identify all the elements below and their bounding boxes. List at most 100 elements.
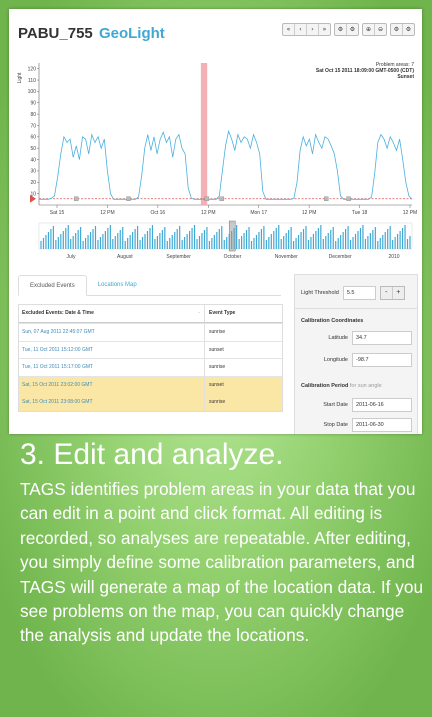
caption-title: 3. Edit and analyze. xyxy=(20,437,424,473)
caption-body: TAGS identifies problem areas in your da… xyxy=(20,477,424,648)
event-datetime[interactable]: Tue, 11 Oct 2011 15:17:00 GMT xyxy=(19,359,204,376)
light-threshold-input[interactable]: 5.5 xyxy=(343,286,376,300)
excluded-point-marker xyxy=(127,197,131,201)
settings-2-icon[interactable]: ⚙ xyxy=(391,24,402,35)
event-type: sunrise xyxy=(204,394,282,411)
selected-event: Sunset xyxy=(316,74,414,80)
app-title-sub: GeoLight xyxy=(99,25,165,42)
caption: 3. Edit and analyze. TAGS identifies pro… xyxy=(20,437,424,648)
y-tick-label: 120 xyxy=(28,66,37,72)
calibration-period-label: Calibration Period xyxy=(301,383,348,389)
calibration-period-title: Calibration Period for sun angle xyxy=(301,383,382,389)
overview-tick-label: December xyxy=(329,254,352,260)
increment-button[interactable]: + xyxy=(392,287,404,299)
light-series-line xyxy=(39,131,412,199)
y-tick-label: 20 xyxy=(30,180,36,186)
tab-locations-map[interactable]: Locations Map xyxy=(87,275,148,295)
tab-excluded-events[interactable]: Excluded Events xyxy=(18,275,87,296)
settings-icon[interactable]: ⚙ xyxy=(335,24,346,35)
zoom-in-icon[interactable]: ⊕ xyxy=(363,24,374,35)
event-datetime[interactable]: Sun, 07 Aug 2011 22:45:07 GMT xyxy=(19,324,204,341)
light-chart[interactable]: 10 20 30 40 50 60 70 80 90 100 110 120 Light Sat 15 12… xyxy=(9,53,422,265)
overview-tick-label: November xyxy=(275,254,298,260)
overview-tick-label: October xyxy=(224,254,242,260)
latitude-row: Latitude 34.7 xyxy=(295,331,412,345)
overview-tick-label: August xyxy=(117,254,133,260)
chart-info: Problem areas: 7 Sat Oct 15 2011 18:09:0… xyxy=(316,62,414,80)
header-event-type[interactable]: Event Type xyxy=(204,305,282,322)
app-screenshot: PABU_755 GeoLight «‹ ›» ⚙ ⚙ ⊕ ⊖ ⚙ ⚙ 10 20 30 40… xyxy=(9,9,422,434)
stop-date-row: Stop Date 2011-06-30 xyxy=(295,418,412,432)
settings-alt-icon[interactable]: ⚙ xyxy=(346,24,358,35)
longitude-row: Longitude -98.7 xyxy=(295,353,412,367)
start-date-input[interactable]: 2011-06-16 xyxy=(352,398,412,412)
excluded-point-marker xyxy=(74,197,78,201)
longitude-input[interactable]: -98.7 xyxy=(352,353,412,367)
event-type: sunset xyxy=(204,377,282,394)
excluded-events-table: Excluded Events: Date & Time ◦ Event Type… xyxy=(18,304,283,412)
problem-highlight xyxy=(201,63,207,205)
x-tick-label: 12 PM xyxy=(403,210,417,216)
y-tick-label: 80 xyxy=(30,112,36,118)
x-tick-label: 12 PM xyxy=(201,210,215,216)
event-datetime[interactable]: Sat, 15 Oct 2011 23:02:00 GMT xyxy=(19,377,204,394)
decrement-button[interactable]: - xyxy=(381,287,392,299)
table-row[interactable]: Tue, 11 Oct 2011 15:17:00 GMT sunrise xyxy=(19,358,282,376)
excluded-point-marker xyxy=(324,197,328,201)
x-tick-label: Tue 18 xyxy=(352,210,368,216)
table-row[interactable]: Tue, 11 Oct 2011 15:12:00 GMT sunset xyxy=(19,341,282,359)
table-row[interactable]: Sun, 07 Aug 2011 22:45:07 GMT sunrise xyxy=(19,323,282,341)
app-title-id: PABU_755 xyxy=(18,25,93,42)
light-chart-svg[interactable]: 10 20 30 40 50 60 70 80 90 100 110 120 Light Sat 15 12… xyxy=(9,53,422,265)
tab-bar: Excluded Events Locations Map xyxy=(18,275,281,296)
y-tick-label: 30 xyxy=(30,169,36,175)
table-body: Sun, 07 Aug 2011 22:45:07 GMT sunrise Tue,… xyxy=(19,323,282,411)
y-tick-label: 110 xyxy=(28,78,36,84)
table-row[interactable]: Sat, 15 Oct 2011 23:08:00 GMT sunrise xyxy=(19,393,282,411)
latitude-label: Latitude xyxy=(295,335,352,341)
overview-tick-label: July xyxy=(67,254,76,260)
zoom-button-group: ⊕ ⊖ xyxy=(362,23,387,36)
settings-3-icon[interactable]: ⚙ xyxy=(402,24,414,35)
y-tick-label: 60 xyxy=(30,135,36,141)
nav-button-group: «‹ ›» xyxy=(282,23,331,36)
calibration-coordinates-title: Calibration Coordinates xyxy=(301,318,363,324)
extra-button-group: ⚙ ⚙ xyxy=(390,23,415,36)
chart-toolbar: «‹ ›» ⚙ ⚙ ⊕ ⊖ ⚙ ⚙ xyxy=(282,23,415,36)
header-datetime-label: Excluded Events: Date & Time xyxy=(22,310,94,316)
calibration-period-note: for sun angle xyxy=(350,383,382,389)
overview-brush xyxy=(229,221,235,251)
last-icon[interactable]: » xyxy=(318,24,330,35)
event-datetime[interactable]: Tue, 11 Oct 2011 15:12:00 GMT xyxy=(19,342,204,359)
y-axis-label: Light xyxy=(17,72,23,83)
y-tick-label: 100 xyxy=(28,89,37,95)
latitude-input[interactable]: 34.7 xyxy=(352,331,412,345)
overview-tick-label: 2010 xyxy=(388,254,399,260)
start-date-row: Start Date 2011-06-16 xyxy=(295,398,412,412)
calibration-panel: Light Threshold 5.5 - + Calibration Coor… xyxy=(294,274,418,434)
stop-date-label: Stop Date xyxy=(295,422,352,428)
light-threshold-stepper: - + xyxy=(380,286,405,300)
x-tick-label: 12 PM xyxy=(100,210,114,216)
zoom-out-icon[interactable]: ⊖ xyxy=(374,24,386,35)
divider xyxy=(295,308,417,309)
excluded-point-marker xyxy=(205,197,209,201)
prev-icon[interactable]: ‹ xyxy=(294,24,306,35)
excluded-point-marker xyxy=(347,197,351,201)
y-tick-label: 50 xyxy=(30,146,36,152)
longitude-label: Longitude xyxy=(295,357,352,363)
table-row[interactable]: Sat, 15 Oct 2011 23:02:00 GMT sunset xyxy=(19,376,282,394)
header-datetime[interactable]: Excluded Events: Date & Time ◦ xyxy=(19,305,204,322)
stop-date-input[interactable]: 2011-06-30 xyxy=(352,418,412,432)
app-title: PABU_755 GeoLight xyxy=(18,25,165,42)
event-type: sunrise xyxy=(204,324,282,341)
event-datetime[interactable]: Sat, 15 Oct 2011 23:08:00 GMT xyxy=(19,394,204,411)
y-tick-label: 90 xyxy=(30,101,36,107)
event-type: sunrise xyxy=(204,359,282,376)
x-tick-label: Mon 17 xyxy=(250,210,267,216)
first-icon[interactable]: « xyxy=(283,24,294,35)
y-tick-label: 40 xyxy=(30,157,36,163)
overview-tick-label: September xyxy=(166,254,191,260)
x-tick-label: Oct 16 xyxy=(150,210,165,216)
next-icon[interactable]: › xyxy=(306,24,318,35)
